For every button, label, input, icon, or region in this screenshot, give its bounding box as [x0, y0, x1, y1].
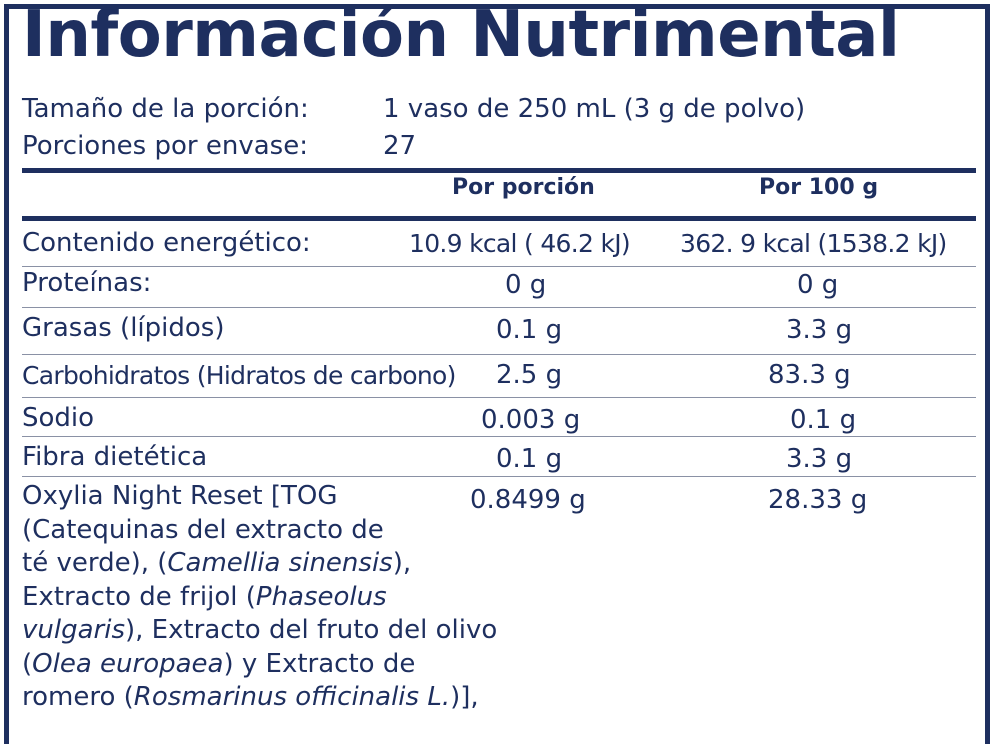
ingredient-line-3: té verde), (Camellia sinensis), [22, 548, 412, 578]
protein-per-100g: 0 g [797, 270, 839, 300]
sodium-per-100g: 0.1 g [790, 405, 857, 435]
nutrient-label-fat: Grasas (lípidos) [22, 313, 225, 343]
nutrient-label-sodium: Sodio [22, 403, 95, 433]
nutrient-label-carbohydrates: Carbohidratos (Hidratos de carbono) [22, 361, 456, 390]
ingredient-line-6: (Olea europaea) y Extracto de [22, 649, 416, 679]
energy-per-100g: 362. 9 kcal (1538.2 kJ) [680, 229, 947, 258]
ingredient-line-5: vulgaris), Extracto del fruto del olivo [22, 615, 498, 645]
ingredient-line-7: romero (Rosmarinus officinalis L.)], [22, 682, 479, 712]
protein-per-serving: 0 g [505, 270, 547, 300]
ingredient-line-1: Oxylia Night Reset [TOG [22, 481, 338, 511]
row-divider [22, 476, 976, 477]
column-header-per-serving: Por porción [452, 175, 595, 200]
carbohydrates-per-100g: 83.3 g [768, 360, 851, 390]
serving-size-label: Tamaño de la porción: [22, 94, 309, 124]
nutrient-label-protein: Proteínas: [22, 268, 152, 298]
row-divider [22, 397, 976, 398]
ingredient-line-4: Extracto de frijol (Phaseolus [22, 582, 387, 612]
fat-per-100g: 3.3 g [786, 315, 853, 345]
serving-size-value: 1 vaso de 250 mL (3 g de polvo) [383, 94, 806, 124]
fiber-per-100g: 3.3 g [786, 444, 853, 474]
label-title: Información Nutrimental [22, 0, 900, 72]
servings-per-container-row: Porciones por envase: 27 [22, 131, 416, 161]
nutrient-label-energy: Contenido energético: [22, 228, 311, 258]
ingredient-per-serving: 0.8499 g [470, 485, 586, 515]
row-divider [22, 354, 976, 355]
ingredient-per-100g: 28.33 g [768, 485, 868, 515]
sodium-per-serving: 0.003 g [481, 405, 581, 435]
servings-per-container-label: Porciones por envase: [22, 131, 308, 161]
energy-per-serving: 10.9 kcal ( 46.2 kJ) [409, 229, 631, 258]
serving-size-row: Tamaño de la porción: 1 vaso de 250 mL (… [22, 94, 805, 124]
label-frame [4, 4, 990, 744]
carbohydrates-per-serving: 2.5 g [496, 360, 563, 390]
fiber-per-serving: 0.1 g [496, 444, 563, 474]
servings-per-container-value: 27 [383, 131, 417, 161]
row-divider [22, 266, 976, 267]
row-divider [22, 436, 976, 437]
header-bottom-rule [22, 216, 976, 221]
header-top-rule [22, 168, 976, 173]
column-header-per-100g: Por 100 g [759, 175, 879, 200]
nutrient-label-fiber: Fibra dietética [22, 442, 208, 472]
fat-per-serving: 0.1 g [496, 315, 563, 345]
row-divider [22, 307, 976, 308]
ingredient-line-2: (Catequinas del extracto de [22, 515, 384, 545]
